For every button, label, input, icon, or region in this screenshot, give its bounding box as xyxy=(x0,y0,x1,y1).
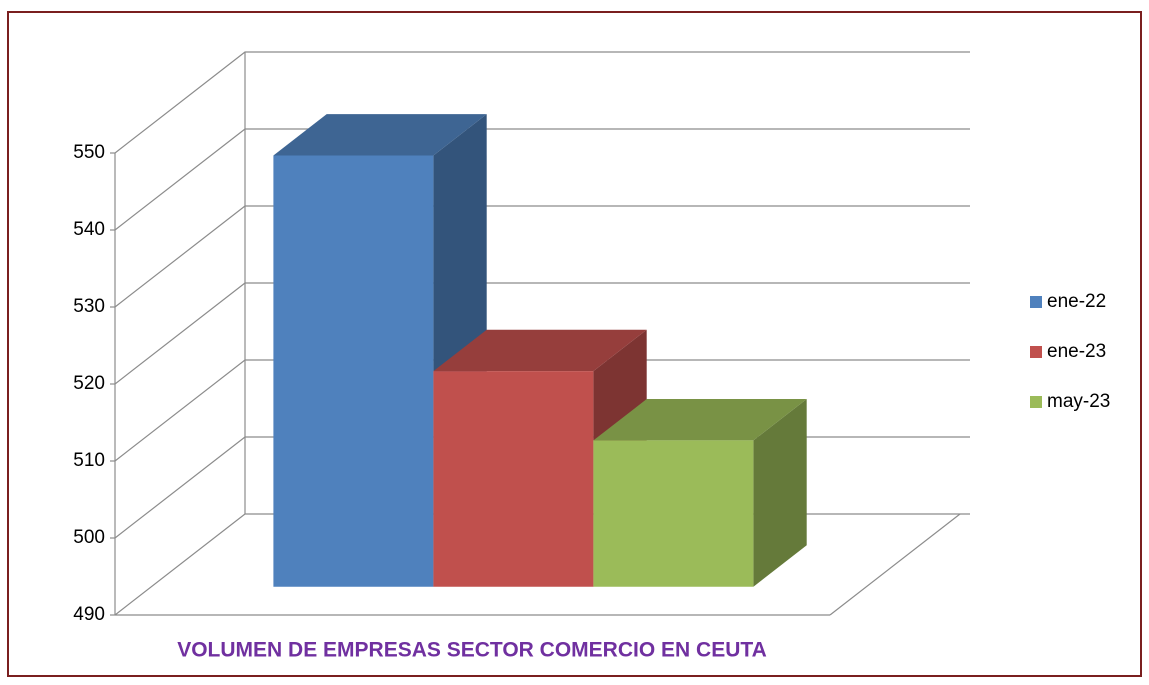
y-tick-label: 530 xyxy=(73,296,105,317)
bar-top xyxy=(593,399,807,441)
y-tick-label: 550 xyxy=(73,142,105,163)
grid-line xyxy=(114,128,970,231)
bar-side xyxy=(753,399,807,587)
bar xyxy=(433,371,594,587)
bar xyxy=(273,155,434,587)
legend-label: may-23 xyxy=(1047,391,1110,412)
y-tick-label: 490 xyxy=(73,604,105,625)
y-tick-label: 500 xyxy=(73,527,105,548)
grid-line xyxy=(114,359,970,462)
legend-swatch xyxy=(1030,296,1042,308)
grid-line xyxy=(114,205,970,308)
bar xyxy=(593,440,754,587)
bar-top xyxy=(273,114,487,156)
legend-swatch xyxy=(1030,346,1042,358)
grid-line xyxy=(114,51,970,154)
floor-right xyxy=(829,513,961,616)
bar-top xyxy=(433,329,647,372)
chart-title: VOLUMEN DE EMPRESAS SECTOR COMERCIO EN C… xyxy=(177,639,767,662)
y-tick-label: 520 xyxy=(73,373,105,394)
y-tick-label: 510 xyxy=(73,450,105,471)
legend-label: ene-23 xyxy=(1047,341,1106,362)
legend-swatch xyxy=(1030,396,1042,408)
legend-label: ene-22 xyxy=(1047,291,1106,312)
grid-line xyxy=(114,282,970,385)
y-tick-label: 540 xyxy=(73,219,105,240)
